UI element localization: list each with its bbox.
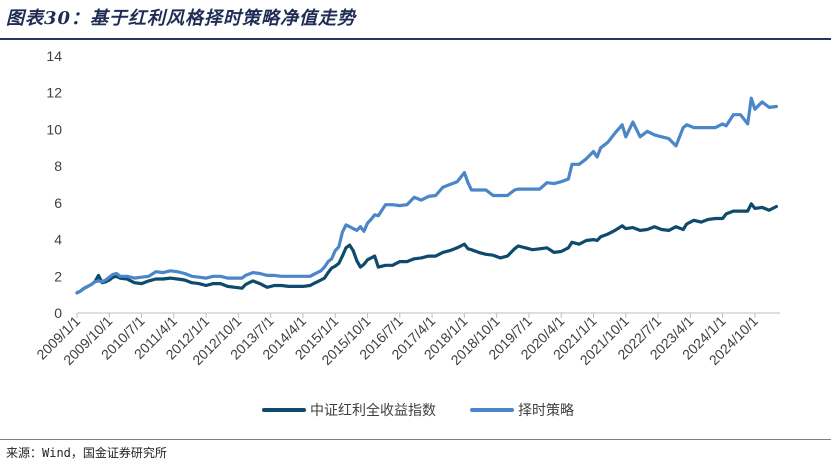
chart-title: 图表30：基于红利风格择时策略净值走势 — [6, 8, 357, 29]
y-tick-label: 2 — [54, 268, 62, 284]
y-tick-label: 0 — [54, 305, 62, 321]
source-note: 来源：Wind，国金证券研究所 — [6, 446, 167, 460]
series-layer — [75, 96, 778, 295]
legend: 中证红利全收益指数 择时策略 — [262, 402, 574, 419]
legend-label-timing-strategy: 择时策略 — [518, 402, 574, 419]
y-tick-label: 8 — [54, 158, 62, 174]
series-line-timing-strategy — [75, 96, 778, 295]
title-rule — [0, 38, 831, 40]
y-axis: 0 2 4 6 8 10 12 14 — [46, 48, 62, 321]
legend-label-dividend-index: 中证红利全收益指数 — [310, 402, 436, 419]
y-tick-label: 14 — [46, 48, 62, 64]
series-line-dividend-index — [75, 202, 778, 295]
y-tick-label: 12 — [46, 85, 62, 101]
y-tick-label: 6 — [54, 195, 62, 211]
footer-rule — [0, 439, 831, 440]
y-tick-label: 10 — [46, 121, 62, 137]
line-chart: 0 2 4 6 8 10 12 14 2009/1/12009/10/12010/7/1201… — [33, 48, 780, 419]
y-tick-label: 4 — [54, 232, 62, 248]
x-axis: 2009/1/12009/10/12010/7/12011/4/12012/1/… — [33, 312, 780, 368]
